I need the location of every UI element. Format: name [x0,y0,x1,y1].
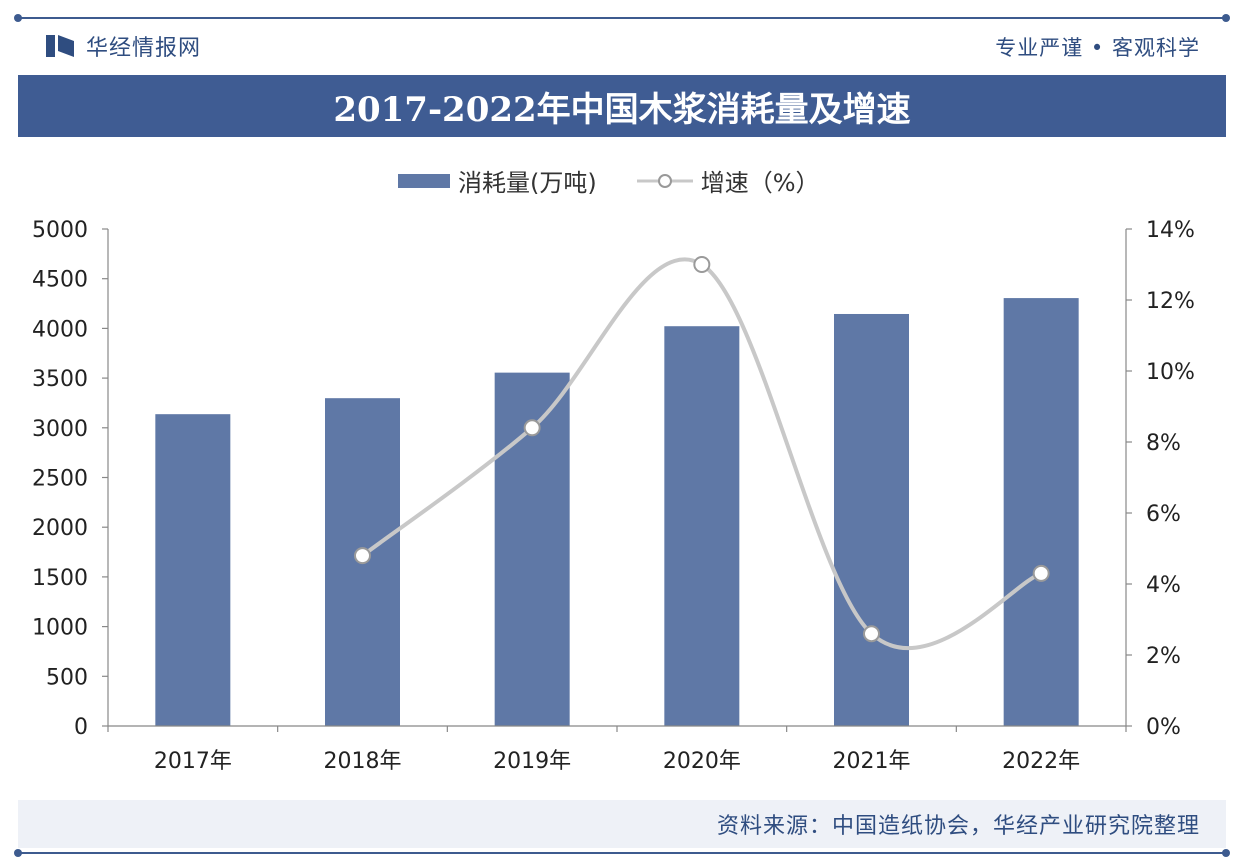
left-axis-tick-label: 2500 [32,467,88,492]
right-axis-tick-label: 6% [1146,502,1181,527]
right-axis-tick-label: 10% [1146,360,1195,385]
right-axis-tick-label: 12% [1146,289,1195,314]
left-axis-tick-label: 3000 [32,417,88,442]
left-axis-tick-label: 0 [74,715,88,740]
legend-item-growth: 增速（%） [636,163,820,198]
source-note: 资料来源：中国造纸协会，华经产业研究院整理 [716,814,1200,839]
left-axis-tick-label: 5000 [32,218,88,243]
x-axis-tick-label: 2022年 [1002,749,1080,774]
growth-point [693,256,711,273]
left-axis-tick-label: 1000 [32,616,88,641]
left-axis: 0 500 1000 1500 2000 2500 3000 3500 4000 4500 5000 [32,218,109,740]
bar-series [155,298,1079,726]
x-axis-tick-label: 2020年 [663,749,741,774]
right-axis-tick-label: 8% [1146,431,1181,456]
frame-dot-bottom-left [14,849,22,857]
top-frame-line [18,17,1226,19]
frame-dot-top-right [1222,14,1230,22]
legend-bar-label: 消耗量(万吨) [458,169,597,197]
right-axis-tick-label: 2% [1146,644,1181,669]
brand: 华经情报网 [46,30,201,62]
left-axis-tick-label: 4000 [32,317,88,342]
brand-logo-icon [46,35,74,57]
x-axis-tick-label: 2021年 [833,749,911,774]
x-axis-tick-label: 2019年 [493,749,571,774]
growth-point [354,547,371,565]
growth-point [1032,564,1050,582]
frame-dot-top-left [14,14,22,22]
x-axis-tick-label: 2017年 [154,749,232,774]
frame-dot-bottom-right [1222,849,1230,857]
bar [1003,298,1079,726]
chart-title: 2017-2022年中国木浆消耗量及增速 [333,89,911,130]
bar [664,326,740,726]
left-axis-tick-label: 3500 [32,367,88,392]
growth-point [523,419,541,437]
bar [834,313,909,726]
x-axis-tick-label: 2018年 [324,749,402,774]
legend-line-marker-icon [636,173,693,188]
legend: 消耗量(万吨) 增速（%） [398,163,860,198]
slogan: 专业严谨 • 客观科学 [995,36,1200,60]
right-axis-tick-label: 14% [1146,218,1195,243]
left-axis-tick-label: 2000 [32,516,88,541]
left-axis-tick-label: 500 [46,665,88,690]
legend-bar-swatch [398,173,450,188]
legend-line-label: 增速（%） [700,169,820,197]
left-axis-tick-label: 1500 [32,566,88,591]
growth-line [360,257,1044,651]
growth-point [863,625,880,643]
right-axis-tick-label: 0% [1146,715,1181,740]
x-axis: 2017年 2018年 2019年 2020年 2021年 2022年 [107,725,1127,774]
bar [155,414,231,726]
right-axis: 0% 2% 4% 6% 8% 10% 12% 14% [1125,218,1195,740]
line-series [354,256,1050,651]
right-axis-tick-label: 4% [1146,573,1181,598]
title-bar: 2017-2022年中国木浆消耗量及增速 [18,75,1226,137]
bottom-frame-line [18,852,1226,854]
legend-item-consumption: 消耗量(万吨) [398,163,597,198]
left-axis-tick-label: 4500 [32,268,88,293]
footer-bar [18,800,1226,848]
brand-name: 华经情报网 [86,36,202,61]
